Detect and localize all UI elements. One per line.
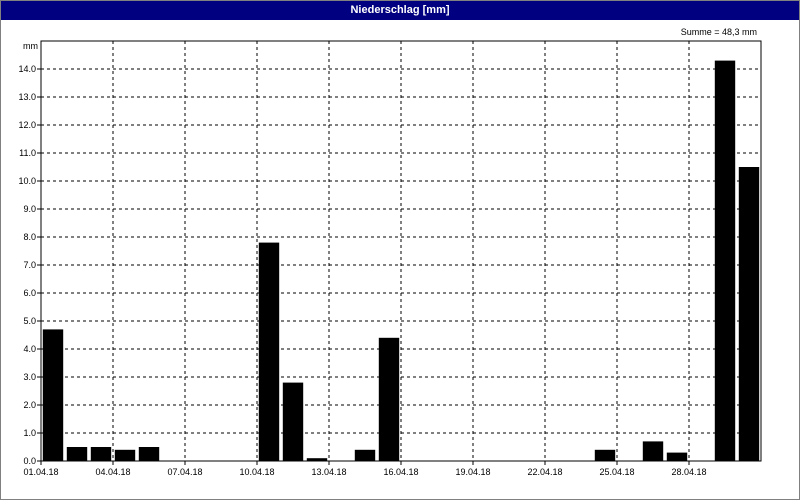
grid-lines bbox=[41, 41, 761, 461]
bar bbox=[354, 449, 376, 461]
y-tick-label: 3.0 bbox=[23, 372, 36, 382]
y-tick-label: 7.0 bbox=[23, 260, 36, 270]
y-tick-label: 8.0 bbox=[23, 232, 36, 242]
bar bbox=[738, 167, 760, 461]
x-tick-labels: 01.04.18 04.04.18 07.04.18 10.04.18 13.04.18… bbox=[23, 467, 706, 477]
bar bbox=[594, 449, 616, 461]
bars bbox=[42, 60, 760, 461]
bar bbox=[66, 447, 88, 461]
window-title: Niederschlag [mm] bbox=[1, 1, 799, 20]
x-tick-label: 04.04.18 bbox=[95, 467, 130, 477]
bar bbox=[378, 337, 400, 461]
x-tick-label: 25.04.18 bbox=[599, 467, 634, 477]
y-tick-label: 9.0 bbox=[23, 204, 36, 214]
axes bbox=[37, 40, 762, 465]
x-tick-label: 07.04.18 bbox=[167, 467, 202, 477]
y-tick-label: 10.0 bbox=[18, 176, 36, 186]
y-tick-label: 14.0 bbox=[18, 64, 36, 74]
bar bbox=[42, 329, 64, 461]
y-tick-label: 5.0 bbox=[23, 316, 36, 326]
y-tick-label: 13.0 bbox=[18, 92, 36, 102]
y-tick-label: 1.0 bbox=[23, 428, 36, 438]
y-tick-label: 11.0 bbox=[19, 148, 36, 158]
x-tick-label: 01.04.18 bbox=[23, 467, 58, 477]
y-tick-label: 4.0 bbox=[23, 344, 36, 354]
bar bbox=[258, 242, 280, 461]
x-tick-label: 22.04.18 bbox=[527, 467, 562, 477]
y-tick-label: 6.0 bbox=[23, 288, 36, 298]
bar bbox=[90, 447, 112, 461]
y-tick-label: 0.0 bbox=[23, 456, 36, 466]
x-tick-label: 13.04.18 bbox=[311, 467, 346, 477]
y-axis-label: mm bbox=[23, 41, 38, 51]
bar bbox=[642, 441, 664, 461]
x-tick-label: 19.04.18 bbox=[455, 467, 490, 477]
bar bbox=[306, 458, 328, 461]
bar bbox=[282, 382, 304, 461]
bar bbox=[666, 452, 688, 461]
y-tick-labels: 0.0 1.0 2.0 3.0 4.0 5.0 6.0 7.0 8.0 9.0 10.0 11.0 12… bbox=[18, 64, 36, 466]
sum-annotation: Summe = 48,3 mm bbox=[681, 27, 757, 37]
bar bbox=[138, 447, 160, 461]
x-tick-label: 10.04.18 bbox=[239, 467, 274, 477]
y-tick-label: 2.0 bbox=[23, 400, 36, 410]
bar bbox=[114, 449, 136, 461]
x-tick-label: 28.04.18 bbox=[671, 467, 706, 477]
x-tick-label: 16.04.18 bbox=[383, 467, 418, 477]
plot-frame bbox=[40, 40, 762, 462]
y-tick-label: 12.0 bbox=[18, 120, 36, 130]
bar bbox=[714, 60, 736, 461]
